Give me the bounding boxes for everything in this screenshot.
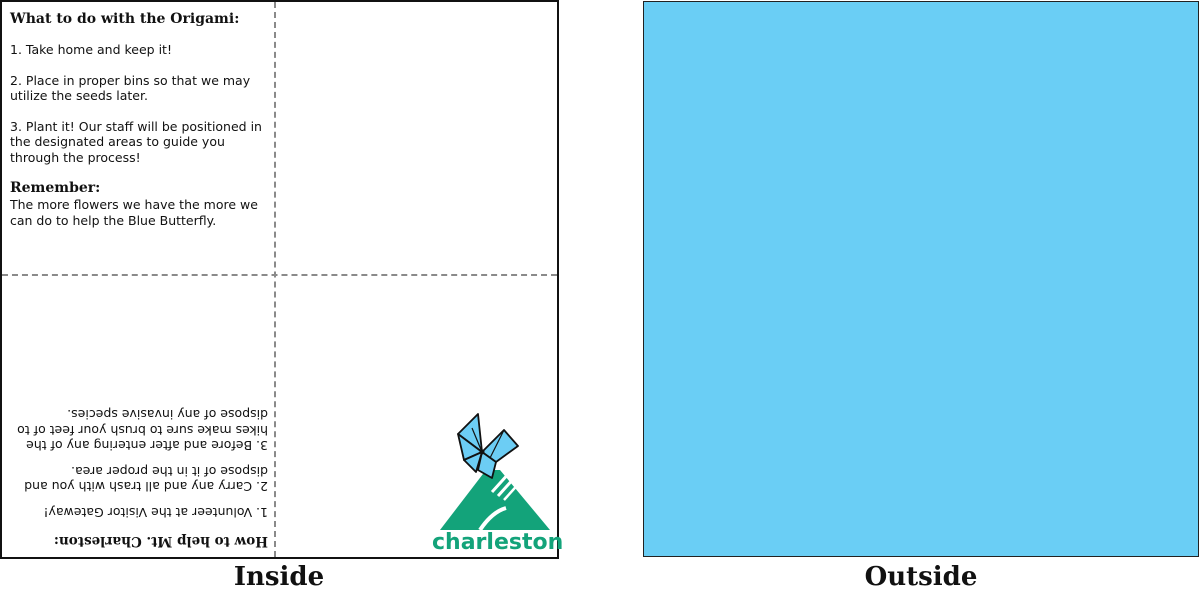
outside-panel: [643, 1, 1199, 557]
help-item: 3. Before and after entering any of the …: [17, 407, 268, 454]
inside-panel: What to do with the Origami: 1. Take hom…: [0, 0, 564, 559]
help-item: 1. Volunteer at the Visitor Gateway!: [43, 505, 269, 520]
butterfly-mountain-logo-icon: [440, 413, 550, 532]
charleston-logo: charleston: [432, 412, 564, 557]
instructions-title: What to do with the Origami:: [10, 11, 240, 27]
help-title: How to help Mt. Charleston:: [53, 533, 268, 549]
instruction-item: 3. Plant it! Our staff will be positione…: [10, 118, 262, 165]
help-section-upside-down: How to help Mt. Charleston: 1. Volunteer…: [10, 382, 268, 550]
outside-caption: Outside: [864, 562, 978, 592]
remember-title: Remember:: [10, 180, 101, 196]
fold-line-horizontal: [2, 274, 557, 276]
fold-line-vertical: [274, 2, 276, 557]
help-item: 2. Carry any and all trash with you and …: [24, 464, 268, 495]
instructions-section: What to do with the Origami: 1. Take hom…: [10, 10, 265, 228]
logo-wordmark: charleston: [432, 530, 564, 555]
instruction-item: 2. Place in proper bins so that we may u…: [10, 72, 251, 104]
remember-text: The more flowers we have the more we can…: [10, 197, 258, 228]
inside-caption: Inside: [233, 562, 325, 592]
instruction-item: 1. Take home and keep it!: [10, 42, 172, 57]
